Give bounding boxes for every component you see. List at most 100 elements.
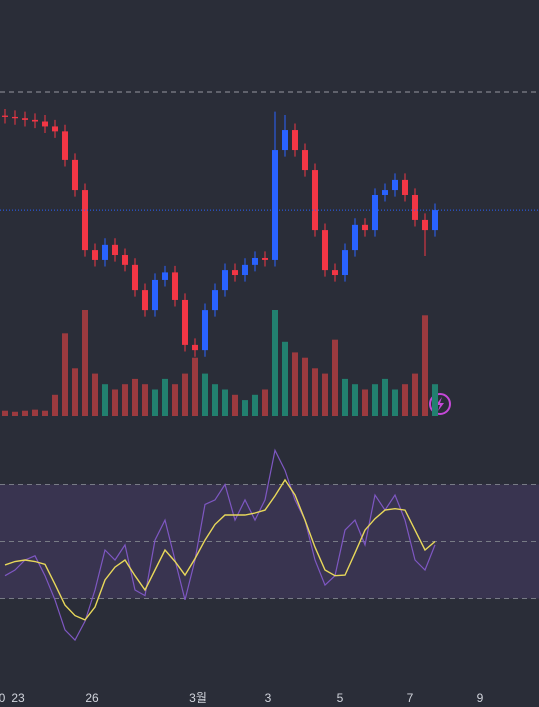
rsi-line <box>4 448 436 642</box>
x-tick-label: 9 <box>477 691 484 705</box>
candle-body <box>262 257 268 260</box>
candle-body <box>202 310 208 351</box>
x-tick-label: 23 <box>11 691 25 705</box>
volume-bar <box>32 409 38 416</box>
candle-body <box>2 115 8 117</box>
volume-bar <box>52 394 58 416</box>
candle-body <box>152 279 158 311</box>
volume-bar <box>102 384 108 416</box>
volume-bar <box>332 339 338 416</box>
volume-bar <box>252 394 258 416</box>
volume-bar <box>262 389 268 416</box>
candle-body <box>52 126 58 132</box>
volume-bar <box>132 378 138 416</box>
candle-body <box>122 255 128 265</box>
volume-bar <box>142 384 148 416</box>
volume-bar <box>432 384 438 416</box>
rsi-band <box>0 484 539 599</box>
volume-bar <box>382 378 388 416</box>
candle-body <box>162 272 168 280</box>
candle-body <box>302 150 308 171</box>
candle-body <box>272 150 278 260</box>
volume-bar <box>302 357 308 416</box>
candle-body <box>392 179 398 191</box>
volume-bar <box>232 394 238 416</box>
candle-body <box>222 270 228 291</box>
volume-bar <box>122 384 128 416</box>
candle-body <box>92 250 98 260</box>
candle-body <box>282 130 288 151</box>
volume-bar <box>282 341 288 416</box>
candle-body <box>72 159 78 191</box>
alert-bolt <box>436 397 444 411</box>
volume-bar <box>412 373 418 416</box>
candle-body <box>292 130 298 151</box>
volume-bar <box>392 389 398 416</box>
candle-body <box>422 219 428 231</box>
volume-bar <box>292 352 298 416</box>
candle-body <box>372 194 378 231</box>
x-tick-label: 26 <box>85 691 99 705</box>
candle-body <box>142 290 148 311</box>
volume-bar <box>242 400 248 416</box>
volume-bar <box>322 373 328 416</box>
volume-bar <box>82 310 88 416</box>
x-tick-label: 7 <box>407 691 414 705</box>
candle-body <box>352 224 358 251</box>
volume-bar <box>162 378 168 416</box>
candle-body <box>82 190 88 251</box>
candle-body <box>242 264 248 276</box>
candle-body <box>212 290 218 311</box>
candle-body <box>22 118 28 120</box>
volume-bar <box>342 378 348 416</box>
candle-body <box>192 344 198 351</box>
volume-bar <box>22 410 28 416</box>
volume-bar <box>42 410 48 416</box>
volume-bar <box>12 411 18 416</box>
candle-body <box>42 121 48 127</box>
candle-body <box>382 190 388 195</box>
candle-body <box>342 250 348 276</box>
volume-bar <box>192 357 198 416</box>
volume-bar <box>202 373 208 416</box>
candle-body <box>32 119 38 122</box>
candle-body <box>322 230 328 271</box>
candle-body <box>432 210 438 231</box>
volume-bar <box>422 315 428 416</box>
volume-bar <box>72 368 78 416</box>
x-tick-label: 5 <box>337 691 344 705</box>
volume-bar <box>372 384 378 416</box>
candle-body <box>232 270 238 276</box>
volume-bar <box>222 389 228 416</box>
candle-body <box>252 257 258 265</box>
volume-bar <box>402 384 408 416</box>
volume-bar <box>112 389 118 416</box>
volume-bar <box>272 310 278 416</box>
volume-bar <box>182 373 188 416</box>
volume-bar <box>2 410 8 416</box>
candle-body <box>62 131 68 160</box>
volume-bar <box>212 384 218 416</box>
volume-bar <box>62 333 68 416</box>
candle-body <box>182 299 188 345</box>
x-tick-label: 0 <box>0 691 6 705</box>
rsi-line <box>4 478 436 621</box>
volume-bar <box>152 389 158 416</box>
volume-bar <box>362 389 368 416</box>
candle-body <box>332 270 338 276</box>
candle-body <box>412 194 418 220</box>
candle-body <box>132 264 138 291</box>
candle-body <box>112 244 118 256</box>
candle-body <box>362 224 368 231</box>
volume-bar <box>92 373 98 416</box>
x-tick-label: 3 <box>265 691 272 705</box>
candle-body <box>312 170 318 231</box>
candle-body <box>102 244 108 260</box>
candle-body <box>12 116 18 119</box>
candle-body <box>172 272 178 300</box>
volume-bar <box>172 384 178 416</box>
volume-bar <box>312 368 318 416</box>
